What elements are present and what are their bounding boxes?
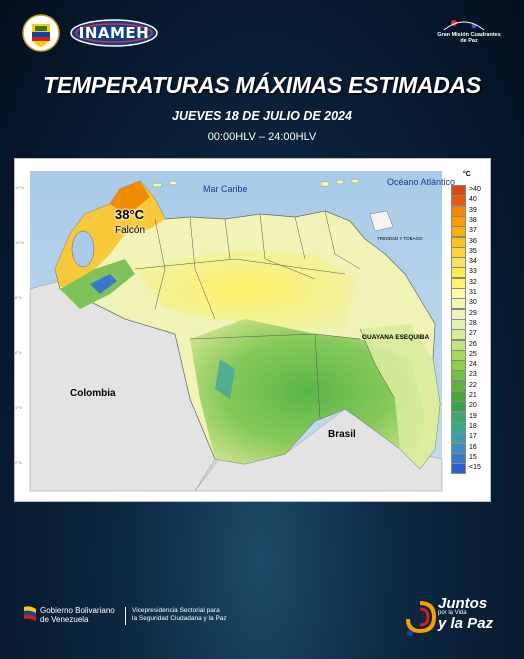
legend-label: 39 xyxy=(469,206,477,214)
svg-text:8°N: 8°N xyxy=(15,295,22,300)
cuadrantes-logo-text: Gran Misión Cuadrantes de Paz xyxy=(437,32,501,45)
llanos-zone xyxy=(135,249,355,329)
inameh-logo: INAMEH xyxy=(70,18,158,48)
cuadrantes-de-paz-logo: Gran Misión Cuadrantes de Paz xyxy=(424,14,504,50)
venezuela-flag-icon xyxy=(24,606,36,621)
legend-label: 25 xyxy=(469,350,477,358)
inameh-logo-text: INAMEH xyxy=(78,24,150,42)
legend-label: 34 xyxy=(469,258,477,266)
highlight-state: Falcón xyxy=(115,225,146,236)
lake-maracaibo xyxy=(71,230,95,268)
vice-line2: la Seguridad Ciudadana y la Paz xyxy=(132,615,227,623)
legend-label: 31 xyxy=(469,289,477,296)
legend-label: 28 xyxy=(469,319,477,327)
state-borders xyxy=(134,210,396,420)
legend-label: 16 xyxy=(469,443,477,451)
svg-text:12°N: 12°N xyxy=(15,185,24,190)
cool-spot xyxy=(215,359,235,399)
guayana-esequiba-zone xyxy=(360,324,440,469)
legend-label: <15 xyxy=(469,464,481,472)
hot-zone-falcon xyxy=(110,181,150,211)
juntos-swirl-icon xyxy=(406,601,437,636)
caribbean-islands xyxy=(151,178,360,188)
legend-label: 27 xyxy=(469,330,477,338)
gobierno-bolivariano-logo: Gobierno Bolivariano de Venezuela Vicepr… xyxy=(22,605,242,631)
label-mar-caribe: Mar Caribe xyxy=(203,184,248,194)
juntos-line3: y la Paz xyxy=(438,614,494,632)
gobierno-line1: Gobierno Bolivariano xyxy=(40,606,115,615)
latitude-labels: 12°N 10°N 8°N 6°N 4°N 2°N xyxy=(15,185,24,465)
label-oceano-atlantico: Océano Atlántico xyxy=(387,177,456,187)
legend-label: 29 xyxy=(469,309,477,317)
label-guayana-esequiba: GUAYANA ESEQUIBA xyxy=(362,334,430,341)
legend-label: 15 xyxy=(469,453,477,461)
forecast-date: JUEVES 18 DE JULIO DE 2024 xyxy=(172,109,352,123)
forecast-time-range: 00:00HLV – 24:00HLV xyxy=(207,131,317,143)
temperature-legend: °C >40 40 39 38 37 36 35 34 33 32 31 30 29 28 27 26 25 24… xyxy=(451,171,489,475)
label-brasil: Brasil xyxy=(328,429,356,440)
vicepresidencia-text: Vicepresidencia Sectorial para la Seguri… xyxy=(132,607,227,623)
legend-label: >40 xyxy=(469,186,481,193)
legend-label: 23 xyxy=(469,371,477,379)
map-canvas: 12°N 10°N 8°N 6°N 4°N 2°N xyxy=(15,171,443,492)
highlight-temperature: 38°C xyxy=(115,207,145,222)
svg-text:4°N: 4°N xyxy=(15,405,22,410)
gobierno-text: Gobierno Bolivariano de Venezuela xyxy=(40,606,115,625)
venezuela-coat-of-arms-logo xyxy=(22,14,60,52)
label-trinidad: TRINIDAD Y TOBAGO xyxy=(377,236,423,241)
legend-label: 18 xyxy=(469,422,477,430)
legend-label: 17 xyxy=(469,433,477,441)
footer-divider xyxy=(125,607,126,625)
svg-text:2°N: 2°N xyxy=(15,460,22,465)
south-green-zone xyxy=(190,319,425,464)
andes-cold-zone xyxy=(90,274,117,294)
legend-label: 33 xyxy=(469,268,477,276)
legend-label: 37 xyxy=(469,227,477,235)
trinidad-island xyxy=(369,210,394,232)
header: INAMEH Gran Misión Cuadrantes de Paz xyxy=(0,0,524,60)
juntos-line2: por la Vida xyxy=(438,610,467,617)
juntos-line1: Juntos xyxy=(438,595,488,612)
temperature-map: 12°N 10°N 8°N 6°N 4°N 2°N Mar Caribe Océ… xyxy=(14,158,491,502)
legend-label: 22 xyxy=(469,381,477,389)
legend-label: 38 xyxy=(469,216,477,224)
juntos-text: Juntos por la Vida y la Paz xyxy=(438,595,494,632)
label-colombia: Colombia xyxy=(70,388,116,399)
vice-line1: Vicepresidencia Sectorial para xyxy=(132,607,220,614)
legend-item: <15 xyxy=(451,463,489,475)
legend-label: 21 xyxy=(469,392,477,399)
legend-unit: °C xyxy=(463,171,471,178)
legend-label: 26 xyxy=(469,340,477,348)
svg-text:6°N: 6°N xyxy=(15,350,22,355)
svg-text:10°N: 10°N xyxy=(15,240,24,245)
legend-label: 30 xyxy=(469,299,477,307)
legend-label: 19 xyxy=(469,412,477,420)
legend-label: 20 xyxy=(469,402,477,410)
legend-swatch xyxy=(451,463,466,475)
legend-label: 32 xyxy=(469,278,477,286)
legend-label: 24 xyxy=(469,361,477,369)
legend-label: 36 xyxy=(469,237,477,245)
page-title: TEMPERATURAS MÁXIMAS ESTIMADAS xyxy=(43,72,481,98)
juntos-por-la-vida-logo: Juntos por la Vida y la Paz xyxy=(400,595,510,643)
legend-label: 40 xyxy=(469,196,477,204)
gobierno-line2: de Venezuela xyxy=(40,614,89,624)
legend-label: 35 xyxy=(469,247,477,255)
